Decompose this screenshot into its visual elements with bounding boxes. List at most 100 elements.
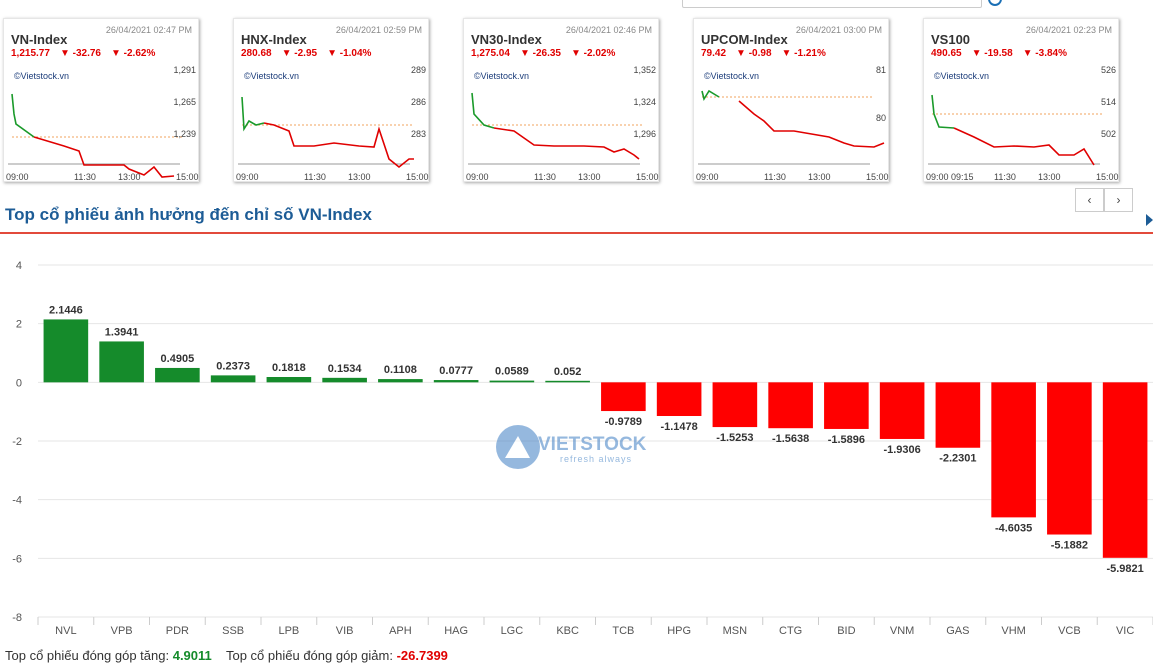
bar-vnm[interactable] (879, 382, 925, 439)
index-card-brand: ©Vietstock.vn (704, 71, 759, 81)
search-input[interactable] (682, 0, 982, 8)
x-tick-label: VPB (111, 625, 133, 637)
sparkline-y-tick: 286 (411, 97, 426, 107)
sparkline-x-tick: 11:30 (534, 172, 556, 182)
bar-vpb[interactable] (99, 341, 144, 383)
x-tick-label: LPB (278, 625, 299, 637)
sparkline-x-tick: 11:30 (304, 172, 326, 182)
index-card-title: HNX-Index (241, 32, 307, 47)
bar-value-label: -5.1882 (1051, 540, 1088, 552)
index-change: ▼ -26.35 (519, 48, 561, 59)
index-card-vn-index[interactable]: 1,291 1,265 1,239 09:00 11:30 13:00 15:00 VN-In… (3, 18, 199, 182)
sparkline-x-tick: 13:00 (578, 172, 601, 182)
y-tick-label: 0 (16, 377, 22, 389)
bar-ssb[interactable] (210, 375, 256, 383)
x-tick-label: VCB (1058, 625, 1081, 637)
sparkline-x-tick: 13:00 (348, 172, 371, 182)
bar-hag[interactable] (433, 380, 479, 383)
index-card-values: 79.42 ▼ -0.98 ▼ -1.21% (701, 48, 836, 59)
sparkline-y-tick: 502 (1101, 129, 1116, 139)
next-button[interactable]: › (1104, 188, 1133, 212)
x-tick-label: PDR (166, 625, 189, 637)
bar-value-label: 2.1446 (49, 304, 83, 316)
svg-text:refresh always: refresh always (560, 454, 632, 464)
sparkline-x-tick: 15:00 (866, 172, 889, 182)
index-change: ▼ -19.58 (971, 48, 1013, 59)
index-card-timestamp: 26/04/2021 03:00 PM (795, 25, 882, 35)
sparkline-y-tick: 1,296 (633, 129, 656, 139)
sparkline-x-tick: 09:00 (696, 172, 719, 182)
y-tick-label: -8 (12, 612, 22, 624)
title-divider (0, 232, 1153, 234)
bar-value-label: 0.1108 (384, 364, 417, 376)
bar-gas[interactable] (935, 382, 981, 448)
index-card-brand: ©Vietstock.vn (474, 71, 529, 81)
index-card-title: VN-Index (11, 32, 68, 47)
index-card-brand: ©Vietstock.vn (14, 71, 69, 81)
index-card-timestamp: 26/04/2021 02:46 PM (565, 25, 652, 35)
sparkline-x-tick: 13:00 (1038, 172, 1061, 182)
sparkline-x-tick: 15:00 (406, 172, 429, 182)
index-sparkline: 1,352 1,324 1,296 09:00 11:30 13:00 15:00 (466, 65, 659, 182)
y-tick-label: -2 (12, 436, 22, 448)
bar-vic[interactable] (1102, 382, 1148, 558)
y-tick-label: 2 (16, 319, 22, 331)
bar-value-label: -2.2301 (939, 453, 976, 465)
sparkline-x-tick: 13:00 (118, 172, 141, 182)
index-card-vs100[interactable]: 526 514 502 09:00 09:15 11:30 13:00 15:00 VS100… (923, 18, 1119, 182)
bar-value-label: 0.0589 (495, 366, 529, 378)
index-change: ▼ -32.76 (59, 48, 101, 59)
x-tick-label: HPG (667, 625, 691, 637)
index-value: 280.68 (241, 48, 272, 59)
bar-hpg[interactable] (656, 382, 702, 417)
bar-ctg[interactable] (768, 382, 813, 429)
bar-vcb[interactable] (1047, 382, 1092, 535)
bar-bid[interactable] (824, 382, 869, 429)
bar-lpb[interactable] (266, 377, 312, 383)
bar-msn[interactable] (712, 382, 758, 428)
sparkline-y-tick: 1,291 (173, 65, 196, 75)
down-label: Top cổ phiếu đóng góp giảm: (225, 648, 393, 663)
sparkline-y-tick: 514 (1101, 97, 1116, 107)
bar-tcb[interactable] (601, 382, 646, 412)
sparkline-y-tick: 1,324 (633, 97, 656, 107)
bar-kbc[interactable] (545, 380, 590, 383)
index-card-title: VN30-Index (471, 32, 542, 47)
sparkline-x-tick: 11:30 (764, 172, 786, 182)
bar-pdr[interactable] (155, 367, 200, 383)
help-icon[interactable] (988, 0, 1002, 6)
bar-value-label: -1.9306 (883, 444, 920, 456)
index-card-vn30-index[interactable]: 1,352 1,324 1,296 09:00 11:30 13:00 15:00 VN30-… (463, 18, 659, 182)
bar-aph[interactable] (378, 379, 423, 383)
index-sparkline: 81 80 09:00 11:30 13:00 15:00 (696, 65, 889, 182)
bar-vhm[interactable] (991, 382, 1036, 518)
bar-value-label: 0.052 (554, 366, 582, 378)
sparkline-y-tick: 1,352 (633, 65, 656, 75)
index-card-values: 280.68 ▼ -2.95 ▼ -1.04% (241, 48, 381, 59)
sparkline-x-tick: 11:30 (74, 172, 96, 182)
index-value: 1,215.77 (11, 48, 50, 59)
x-tick-label: BID (837, 625, 855, 637)
y-tick-label: 4 (16, 260, 22, 272)
bar-lgc[interactable] (489, 380, 535, 383)
x-tick-label: HAG (444, 625, 468, 637)
bar-vib[interactable] (322, 377, 367, 383)
x-tick-label: VNM (890, 625, 914, 637)
bar-value-label: 0.1534 (328, 363, 363, 375)
index-card-hnx-index[interactable]: 289 286 283 09:00 11:30 13:00 15:00 HNX-Index 26… (233, 18, 429, 182)
sparkline-y-tick: 81 (876, 65, 886, 75)
footer-summary: Top cổ phiếu đóng góp tăng: 4.9011 Top c… (5, 648, 448, 663)
index-change-percent: ▼ -1.21% (781, 48, 826, 59)
bar-nvl[interactable] (43, 319, 89, 383)
sparkline-x-tick: 11:30 (994, 172, 1016, 182)
prev-button[interactable]: ‹ (1075, 188, 1104, 212)
sparkline-y-tick: 1,239 (173, 129, 196, 139)
sparkline-y-tick: 283 (411, 129, 426, 139)
x-tick-label: CTG (779, 625, 802, 637)
index-card-upcom-index[interactable]: 81 80 09:00 11:30 13:00 15:00 UPCOM-Index 26/04… (693, 18, 889, 182)
index-sparkline: 1,291 1,265 1,239 09:00 11:30 13:00 15:00 (6, 65, 199, 182)
card-navigation: ‹ › (1075, 188, 1133, 212)
expand-arrow-icon[interactable] (1146, 214, 1153, 226)
sparkline-x-tick: 09:00 09:15 (926, 172, 974, 182)
